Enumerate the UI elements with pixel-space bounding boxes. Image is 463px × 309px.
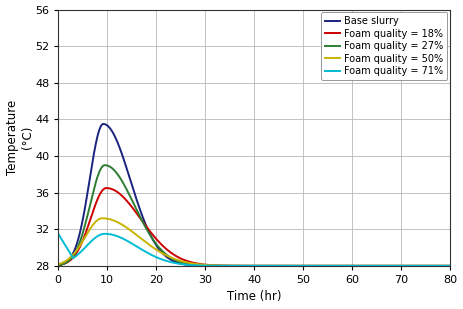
Foam quality = 71%	[398, 264, 403, 268]
Foam quality = 71%	[56, 232, 61, 236]
X-axis label: Time (hr): Time (hr)	[227, 290, 282, 303]
Line: Foam quality = 27%: Foam quality = 27%	[58, 165, 450, 266]
Foam quality = 50%	[124, 226, 129, 229]
Foam quality = 27%	[398, 264, 403, 268]
Legend: Base slurry, Foam quality = 18%, Foam quality = 27%, Foam quality = 50%, Foam qu: Base slurry, Foam quality = 18%, Foam qu…	[321, 12, 447, 80]
Foam quality = 27%	[56, 263, 61, 267]
Foam quality = 18%	[124, 198, 129, 202]
Foam quality = 50%	[206, 263, 212, 267]
Foam quality = 18%	[440, 264, 446, 268]
Base slurry	[448, 264, 453, 268]
Base slurry	[206, 264, 212, 268]
Foam quality = 18%	[448, 264, 453, 268]
Y-axis label: Temperature
(°C): Temperature (°C)	[6, 100, 33, 175]
Line: Base slurry: Base slurry	[58, 124, 450, 266]
Base slurry	[223, 264, 229, 268]
Foam quality = 50%	[448, 264, 453, 268]
Base slurry	[124, 166, 129, 169]
Foam quality = 71%	[223, 264, 228, 268]
Foam quality = 50%	[398, 264, 403, 268]
Foam quality = 71%	[100, 232, 106, 236]
Base slurry	[56, 263, 61, 267]
Foam quality = 18%	[223, 264, 229, 268]
Foam quality = 18%	[206, 263, 212, 267]
Base slurry	[398, 264, 403, 268]
Foam quality = 18%	[100, 188, 106, 192]
Foam quality = 27%	[223, 264, 229, 268]
Foam quality = 50%	[100, 216, 106, 220]
Foam quality = 71%	[369, 264, 375, 268]
Base slurry	[440, 264, 446, 268]
Line: Foam quality = 18%: Foam quality = 18%	[58, 188, 450, 266]
Foam quality = 27%	[448, 264, 453, 268]
Foam quality = 71%	[448, 264, 453, 268]
Foam quality = 27%	[440, 264, 446, 268]
Foam quality = 71%	[440, 264, 445, 268]
Line: Foam quality = 50%: Foam quality = 50%	[58, 218, 450, 266]
Foam quality = 50%	[223, 264, 229, 268]
Foam quality = 27%	[102, 163, 107, 167]
Foam quality = 50%	[410, 264, 415, 268]
Foam quality = 27%	[100, 164, 106, 168]
Foam quality = 27%	[353, 264, 358, 268]
Foam quality = 18%	[104, 186, 109, 190]
Line: Foam quality = 71%: Foam quality = 71%	[58, 234, 450, 266]
Base slurry	[100, 122, 106, 126]
Foam quality = 50%	[56, 262, 61, 266]
Foam quality = 71%	[124, 239, 129, 242]
Base slurry	[100, 122, 106, 126]
Base slurry	[332, 264, 337, 268]
Foam quality = 27%	[124, 187, 129, 191]
Foam quality = 50%	[440, 264, 446, 268]
Foam quality = 27%	[206, 264, 212, 268]
Foam quality = 18%	[56, 263, 61, 267]
Foam quality = 50%	[100, 216, 105, 220]
Foam quality = 18%	[398, 264, 403, 268]
Foam quality = 18%	[395, 264, 400, 268]
Foam quality = 71%	[206, 264, 212, 268]
